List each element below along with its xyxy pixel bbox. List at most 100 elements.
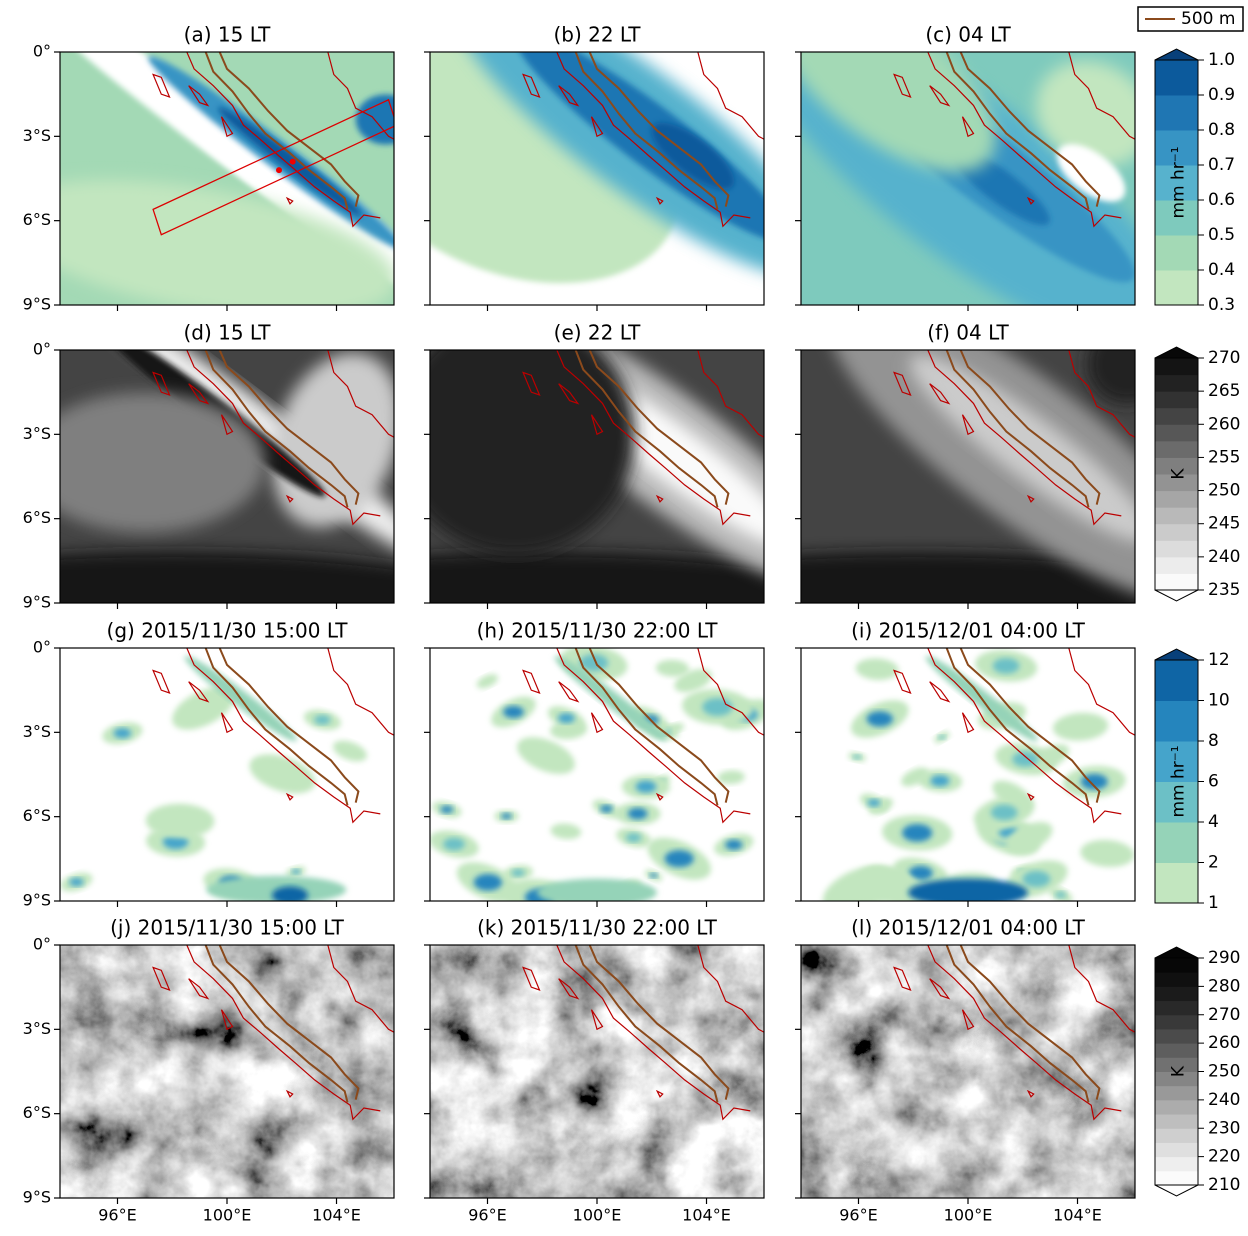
field	[991, 805, 1018, 821]
y-tick-label: 3°S	[23, 1019, 51, 1038]
colorbar-band	[1155, 1142, 1198, 1157]
colorbar-band	[1155, 424, 1198, 441]
field	[702, 698, 732, 716]
colorbar-band	[1155, 441, 1198, 458]
colorbar-band	[1155, 557, 1198, 574]
field	[441, 806, 454, 813]
colorbar-tick-label: 210	[1208, 1175, 1240, 1195]
colorbar-tick-label: 255	[1208, 447, 1240, 467]
colorbar-extend	[1155, 590, 1198, 601]
colorbar-tick-label: 270	[1208, 1005, 1240, 1025]
panel-title: (g) 2015/11/30 15:00 LT	[107, 619, 349, 643]
field	[474, 874, 502, 891]
field	[356, 94, 416, 144]
colorbar-band	[1155, 1171, 1198, 1186]
field	[665, 850, 694, 867]
y-tick-label: 3°S	[23, 424, 51, 443]
colorbar-band	[1155, 1157, 1198, 1172]
colorbar-band	[1155, 60, 1198, 96]
colorbar: 0.30.40.50.60.70.80.91.0mm hr⁻¹	[1155, 49, 1235, 315]
map-panel	[801, 640, 1141, 921]
field	[60, 945, 394, 1198]
colorbar-tick-label: 250	[1208, 1062, 1240, 1082]
colorbar-band	[1155, 1128, 1198, 1143]
colorbar-band	[1155, 822, 1198, 863]
y-tick-label: 0°	[33, 340, 51, 359]
colorbar-band	[1155, 507, 1198, 524]
field	[512, 869, 525, 876]
colorbar-band	[1155, 1114, 1198, 1129]
colorbar-band	[1155, 573, 1198, 590]
colorbar-tick-label: 270	[1208, 348, 1240, 368]
colorbar-tick-label: 0.9	[1208, 85, 1235, 105]
colorbar-tick-label: 240	[1208, 547, 1240, 567]
colorbar-band	[1155, 358, 1198, 375]
field	[69, 878, 83, 886]
colorbar-band	[1155, 958, 1198, 973]
field	[272, 886, 308, 904]
y-tick-label: 3°S	[23, 722, 51, 741]
colorbar-label: K	[1169, 468, 1189, 480]
colorbar-tick-label: 265	[1208, 381, 1240, 401]
map-panel	[801, 937, 1141, 1198]
colorbar-tick-label: 240	[1208, 1090, 1240, 1110]
y-tick-label: 0°	[33, 935, 51, 954]
colorbar-tick-label: 220	[1208, 1147, 1240, 1167]
field	[725, 840, 742, 850]
colorbar-tick-label: 2	[1208, 853, 1219, 873]
field	[443, 838, 465, 851]
colorbar-band	[1155, 391, 1198, 408]
field	[1055, 892, 1066, 898]
colorbar-tick-label: 235	[1208, 580, 1240, 600]
field	[628, 808, 648, 819]
colorbar-band	[1155, 375, 1198, 392]
panel-title: (a) 15 LT	[184, 23, 271, 47]
field	[1023, 871, 1051, 887]
colorbar-band	[1155, 863, 1198, 904]
colorbar-tick-label: 12	[1208, 650, 1230, 670]
y-tick-label: 9°S	[23, 593, 51, 612]
colorbar-band	[1155, 540, 1198, 557]
field	[930, 775, 949, 786]
panel-title: (k) 2015/11/30 22:00 LT	[477, 916, 718, 940]
colorbar-tick-label: 1.0	[1208, 50, 1235, 70]
colorbar-extend	[1155, 947, 1198, 958]
colorbar-band	[1155, 660, 1198, 701]
panel-title: (d) 15 LT	[183, 321, 271, 345]
colorbar: 235240245250255260265270K	[1155, 347, 1240, 601]
colorbar-tick-label: 0.6	[1208, 190, 1235, 210]
field	[853, 755, 861, 760]
y-tick-label: 6°S	[23, 508, 51, 527]
field	[938, 735, 945, 739]
colorbar-tick-label: 0.3	[1208, 295, 1235, 315]
colorbar-tick-label: 260	[1208, 1033, 1240, 1053]
map-panel	[430, 937, 770, 1198]
colorbar-band	[1155, 1029, 1198, 1044]
panel-title: (c) 04 LT	[925, 23, 1011, 47]
site	[290, 159, 296, 165]
colorbar-tick-label: 230	[1208, 1118, 1240, 1138]
colorbar-band	[1155, 408, 1198, 425]
field	[314, 715, 330, 724]
field	[867, 711, 893, 726]
colorbar-band	[1155, 1001, 1198, 1016]
field	[626, 833, 641, 842]
colorbar-extend	[1155, 49, 1198, 60]
y-tick-label: 6°S	[23, 1103, 51, 1122]
colorbar-tick-label: 8	[1208, 731, 1219, 751]
y-tick-label: 9°S	[23, 891, 51, 910]
x-tick-label: 96°E	[98, 1206, 136, 1225]
colorbar-tick-label: 260	[1208, 414, 1240, 434]
y-tick-label: 0°	[33, 638, 51, 657]
colorbar-tick-label: 6	[1208, 772, 1219, 792]
colorbar-band	[1155, 1043, 1198, 1058]
colorbar-label: mm hr⁻¹	[1169, 146, 1189, 218]
y-tick-label: 6°S	[23, 806, 51, 825]
site	[276, 167, 282, 173]
colorbar-band	[1155, 235, 1198, 271]
field	[650, 873, 658, 878]
colorbar-extend	[1155, 1185, 1198, 1196]
x-tick-label: 100°E	[203, 1206, 252, 1225]
colorbar-tick-label: 0.7	[1208, 155, 1235, 175]
map-panel	[427, 640, 776, 921]
